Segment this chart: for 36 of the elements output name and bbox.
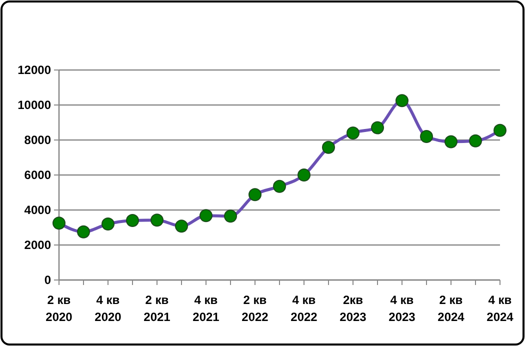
y-tick-label: 12000 (18, 63, 52, 78)
point (126, 214, 139, 227)
point (298, 168, 310, 182)
point (494, 124, 506, 137)
point (371, 121, 384, 134)
x-tick-label: 4 кв 2022 (290, 293, 318, 324)
point (346, 126, 360, 140)
point (150, 214, 164, 227)
point (52, 216, 66, 230)
x-tick-label: 2 кв 2024 (438, 293, 465, 324)
y-tick-label: 8000 (24, 133, 52, 148)
y-tick-label: 0 (44, 273, 52, 288)
x-tick-label: 4 кв 2024 (486, 293, 514, 324)
point (444, 135, 458, 148)
y-tick-label: 2000 (24, 238, 52, 252)
x-tick-label: 4 кв 2023 (388, 293, 416, 324)
x-tick-label: 2 кв 2022 (242, 293, 269, 324)
point (396, 94, 408, 108)
x-tick-label: 4 кв 2020 (94, 293, 122, 324)
point (469, 134, 482, 148)
point (77, 225, 90, 238)
x-tick-label: 2кв 2023 (340, 293, 367, 324)
point (322, 140, 335, 154)
point (175, 220, 188, 233)
point (273, 180, 286, 193)
point (200, 209, 212, 222)
point (248, 188, 262, 202)
x-tick-label: 2 кв 2021 (144, 293, 171, 324)
y-tick-label: 4000 (24, 203, 52, 218)
point (102, 218, 114, 230)
x-tick-label: 2 кв 2020 (46, 293, 73, 324)
point (420, 130, 433, 143)
y-tick-label: 6000 (24, 168, 52, 182)
x-tick-label: 4 кв 2021 (192, 293, 220, 324)
point (224, 210, 237, 223)
y-tick-label: 10000 (18, 98, 52, 112)
